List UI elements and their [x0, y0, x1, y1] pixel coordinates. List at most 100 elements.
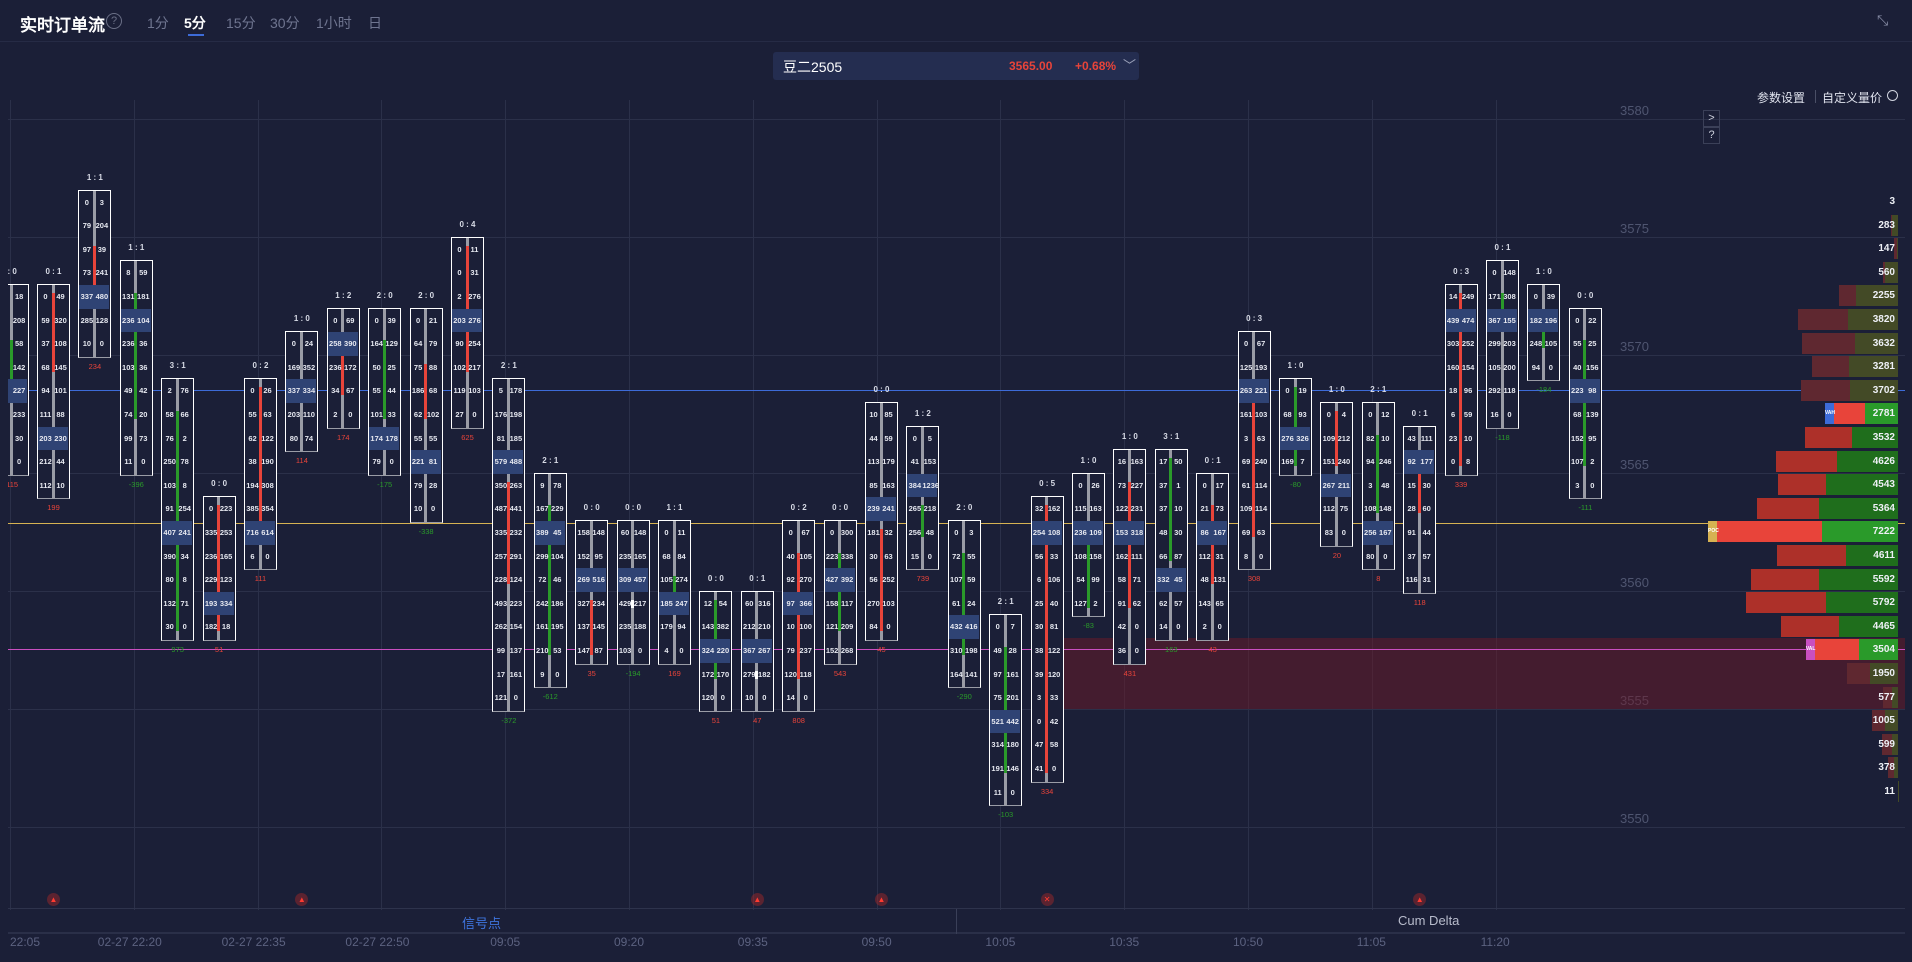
up-arrow-signal-icon[interactable]: ▲: [1413, 893, 1427, 906]
footprint-candle[interactable]: 0 7 49 28 97 161 75 201 521 442 314 180 191 146 11 0: [989, 614, 1023, 807]
profile-row[interactable]: [1846, 662, 1898, 684]
profile-row[interactable]: [1871, 710, 1898, 732]
profile-row[interactable]: VAL: [1805, 639, 1898, 661]
tab-day[interactable]: 日: [368, 15, 382, 31]
footprint-candle[interactable]: 0 300 223 338 427 392 158 117 121 209 152 268: [823, 520, 857, 665]
footprint-candle[interactable]: 0 24 169 352 337 334 203 110 80 74: [285, 331, 319, 453]
footprint-candle[interactable]: 2 76 58 66 76 2 250 78 103 8 91 254 407 241 390 34 80 8 13…: [161, 378, 195, 641]
ask-volume: 441: [509, 504, 523, 514]
pane-tab-cum-delta[interactable]: Cum Delta: [1398, 913, 1460, 928]
footprint-candle[interactable]: 5 178 176 198 81 185 579 488 350 263 487 441 335 232 2…: [492, 378, 526, 712]
ask-volume: 42: [139, 386, 148, 396]
profile-row[interactable]: [1890, 214, 1898, 236]
profile-row[interactable]: VAH: [1824, 403, 1898, 425]
chart-help-button[interactable]: ?: [1703, 127, 1720, 144]
profile-row[interactable]: [1800, 379, 1898, 401]
footprint-candle[interactable]: 0 69 258 390 236 172 34 67 2 0: [326, 307, 360, 429]
footprint-candle[interactable]: 0 4 109 212 151 240 267 211 112 75 83 0: [1320, 402, 1354, 547]
footprint-candle[interactable]: 0 148 171 308 367 155 299 203 105 200 292 118 16 0: [1486, 260, 1519, 429]
expand-panel-button[interactable]: >: [1703, 110, 1720, 127]
footprint-candle[interactable]: 0 39 182 196 248 105 94 0: [1527, 284, 1561, 382]
footprint-candle[interactable]: 0 26 55 63 62 122 38 190 194 308 385 354 716 614 6 0: [244, 378, 277, 571]
settings-circle-icon[interactable]: [1887, 90, 1898, 101]
footprint-candle[interactable]: 0 49 59 320 37 108 68 145 94 101 111 88 203 230 212 44 1…: [37, 284, 70, 500]
footprint-candle[interactable]: 32 162 254 108 56 33 6 106 25 40 30 81 38 122 39 120 3 33…: [1030, 496, 1064, 783]
ask-volume: 0: [513, 693, 518, 703]
ask-volume: 78: [180, 457, 189, 467]
profile-row[interactable]: [1894, 238, 1898, 260]
tab-15min[interactable]: 15分: [226, 15, 256, 31]
profile-row[interactable]: [1776, 544, 1898, 566]
footprint-candle[interactable]: 9 78 167 229 389 45 299 104 72 46 242 186 161 195 210 5…: [533, 472, 567, 689]
tab-5min[interactable]: 5分: [184, 15, 206, 31]
footprint-candle[interactable]: 0 67 125 193 263 221 161 103 3 63 69 240 61 114 109 114…: [1237, 331, 1271, 571]
pane-tab-signals[interactable]: 信号点: [462, 916, 502, 931]
footprint-candle[interactable]: 16 163 73 227 122 231 153 318 162 111 58 71 91 62 42 0 3…: [1113, 449, 1147, 665]
params-settings-button[interactable]: 参数设置: [1757, 91, 1806, 105]
footprint-candle[interactable]: 0 11 0 31 2 276 203 276 90 254 102 217 119 103 27 0: [451, 236, 484, 429]
profile-row[interactable]: [1883, 261, 1898, 283]
footprint-candle[interactable]: 10 85 44 59 113 179 85 163 239 241 181 32 30 63 56 252 2…: [865, 402, 898, 641]
footprint-candle[interactable]: 0 12 82 10 94 246 3 48 108 148 256 167 80 0: [1361, 402, 1395, 571]
bid-volume: 74: [124, 409, 133, 419]
bid-volume: 337: [286, 379, 302, 403]
bid-volume: 147: [577, 646, 590, 655]
footprint-candle[interactable]: 0 3 72 55 107 59 61 24 432 416 310 198 164 141: [947, 520, 981, 689]
chevron-down-icon[interactable]: ﹀: [1123, 58, 1137, 73]
profile-row[interactable]: [1756, 497, 1898, 519]
footprint-candle[interactable]: 18 208 58 142 227 233 30 0: [8, 284, 29, 476]
tab-1hour[interactable]: 1小时: [316, 15, 352, 31]
footprint-candle[interactable]: 43 111 92 177 15 30 28 60 91 44 37 57 116 31: [1403, 425, 1437, 594]
bid-volume: 111: [39, 410, 52, 419]
cross-signal-icon[interactable]: ✕: [1040, 893, 1054, 906]
collapse-arrows-icon[interactable]: ⤡: [1877, 12, 1889, 28]
profile-row[interactable]: [1750, 568, 1898, 590]
up-arrow-signal-icon[interactable]: ▲: [295, 893, 309, 906]
up-arrow-signal-icon[interactable]: ▲: [47, 893, 60, 906]
footprint-candle[interactable]: 17 50 37 1 37 10 48 30 66 87 332 45 62 57 14 0: [1154, 449, 1188, 641]
footprint-candle[interactable]: 0 11 68 84 105 274 185 247 179 94 4 0: [658, 520, 691, 665]
profile-row[interactable]: [1882, 686, 1898, 708]
custom-volume-price-button[interactable]: 自定义量价: [1822, 91, 1883, 105]
profile-row[interactable]: [1745, 592, 1898, 614]
profile-row[interactable]: [1811, 356, 1898, 378]
profile-row[interactable]: [1838, 285, 1898, 307]
footprint-candle[interactable]: 0 5 41 153 384 1236 265 218 256 48 15 0: [906, 425, 940, 571]
profile-row[interactable]: [1797, 308, 1898, 330]
ask-volume: 28: [1008, 645, 1017, 655]
footprint-candle[interactable]: 0 3 79 204 97 39 73 241 337 480 285 128 10 0: [78, 189, 112, 358]
footprint-chart[interactable]: 3580357535703565356035553550: 0182085814…: [8, 100, 1905, 910]
tab-30min[interactable]: 30分: [270, 15, 300, 31]
profile-row[interactable]: [1778, 474, 1898, 496]
footprint-candle[interactable]: 0 39 164 129 50 25 55 44 101 33 174 178 79 0: [368, 307, 402, 476]
profile-volume: 7222: [1872, 526, 1895, 538]
help-icon[interactable]: ?: [106, 13, 122, 29]
footprint-candle[interactable]: 0 17 21 73 86 167 112 31 48 131 143 65 2 0: [1196, 472, 1230, 641]
profile-row[interactable]: POC: [1708, 521, 1898, 543]
footprint-candle[interactable]: 14 249 439 474 303 252 160 154 18 96 6 59 23 10 0 8: [1444, 284, 1478, 476]
profile-row[interactable]: [1776, 450, 1898, 472]
footprint-candle[interactable]: 0 19 68 93 276 326 169 7: [1279, 378, 1312, 476]
profile-row[interactable]: [1805, 426, 1898, 448]
up-arrow-signal-icon[interactable]: ▲: [750, 893, 764, 906]
profile-row[interactable]: [1882, 733, 1898, 755]
footprint-candle[interactable]: 60 316 212 210 367 267 279 182 10 0: [740, 590, 774, 712]
ask-volume: 0: [1383, 551, 1388, 561]
up-arrow-signal-icon[interactable]: ▲: [875, 893, 888, 906]
profile-row[interactable]: [1888, 757, 1898, 779]
footprint-candle[interactable]: 0 22 55 25 40 156 223 98 68 139 152 95 107 2 3 0: [1568, 307, 1602, 500]
footprint-candle[interactable]: 0 21 64 79 75 88 186 68 62 102 55 55 221 81 79 28 10 0: [409, 307, 443, 523]
footprint-candle[interactable]: 158 148 152 95 269 516 327 234 137 145 147 87: [575, 520, 609, 665]
ask-volume: 0: [141, 457, 146, 467]
footprint-candle[interactable]: 8 59 131 181 236 104 236 36 103 36 49 42 74 20 99 73 11 0: [119, 260, 153, 476]
footprint-candle[interactable]: 0 26 115 163 236 109 108 158 54 99 127 2: [1072, 472, 1105, 618]
symbol-selector[interactable]: 豆二2505 3565.00 +0.68% ﹀: [773, 52, 1139, 80]
footprint-candle[interactable]: 60 148 235 165 309 457 429 217 235 188 103 0: [616, 520, 650, 665]
profile-row[interactable]: [1802, 332, 1898, 354]
tab-1min[interactable]: 1分: [147, 15, 169, 31]
footprint-candle[interactable]: 0 67 40 105 92 270 97 366 10 100 79 237 120 118 14 0: [782, 520, 816, 712]
profile-sell-bar: [1778, 474, 1827, 496]
footprint-candle[interactable]: 12 54 143 382 324 220 172 170 120 0: [699, 590, 733, 712]
profile-row[interactable]: [1780, 615, 1898, 637]
footprint-candle[interactable]: 0 223 335 253 236 165 229 123 193 334 182 18: [202, 496, 236, 641]
